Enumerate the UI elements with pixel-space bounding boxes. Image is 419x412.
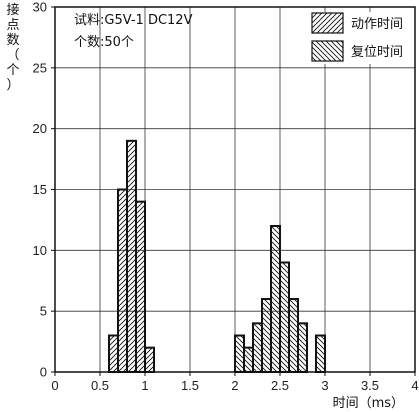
legend: 动作时间 复位时间 — [307, 12, 409, 64]
x-axis-label: 时间（ms） — [333, 396, 404, 411]
y-axis-ticks: 0 5 10 15 20 25 30 — [33, 0, 55, 380]
y-tick-label: 15 — [33, 182, 47, 197]
reset-time-bar — [235, 336, 244, 373]
reset-time-bar — [316, 336, 325, 373]
legend-swatch-action — [312, 13, 343, 33]
reset-time-bar — [289, 299, 298, 372]
y-tick-label: 30 — [33, 0, 47, 15]
legend-swatch-reset — [312, 41, 343, 61]
y-tick-label: 25 — [33, 60, 47, 75]
reset-time-bar — [262, 299, 271, 372]
reset-time-bar — [280, 263, 289, 373]
action-time-bar — [109, 336, 118, 373]
y-axis-label: 接点数（个） — [6, 2, 19, 93]
reset-time-bar — [253, 323, 262, 372]
action-time-bar — [145, 348, 154, 372]
x-tick-label: 0 — [51, 378, 58, 393]
action-time-bar — [118, 190, 127, 373]
reset-time-bar — [298, 323, 307, 372]
y-tick-label: 10 — [33, 243, 47, 258]
x-tick-label: 2 — [231, 378, 238, 393]
x-tick-label: 4 — [411, 378, 418, 393]
x-tick-label: 0.5 — [91, 378, 109, 393]
legend-label-action: 动作时间 — [351, 17, 403, 32]
x-tick-label: 3 — [321, 378, 328, 393]
y-tick-label: 20 — [33, 121, 47, 136]
action-time-bar — [127, 141, 136, 372]
y-tick-label: 0 — [40, 365, 47, 380]
reset-time-bar — [244, 348, 253, 372]
count-annotation: 个数:50个 — [74, 35, 134, 50]
x-axis-ticks: 0 0.5 1 1.5 2 2.5 3 3.5 4 — [51, 372, 418, 393]
sample-annotation: 试料:G5V-1 DC12V — [74, 13, 193, 28]
y-tick-label: 5 — [40, 304, 47, 319]
x-tick-label: 1.5 — [181, 378, 199, 393]
action-time-bar — [136, 202, 145, 372]
x-tick-label: 2.5 — [271, 378, 289, 393]
x-tick-label: 1 — [141, 378, 148, 393]
bars — [109, 141, 325, 372]
x-tick-label: 3.5 — [361, 378, 379, 393]
legend-label-reset: 复位时间 — [351, 45, 403, 60]
reset-time-bar — [271, 226, 280, 372]
